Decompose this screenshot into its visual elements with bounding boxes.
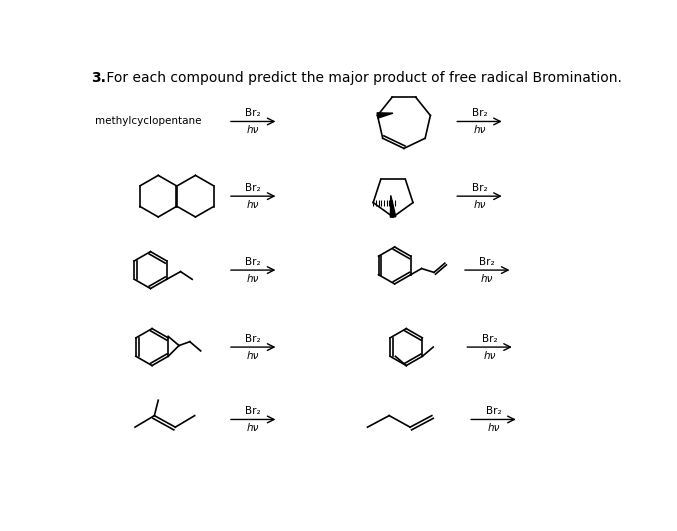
Polygon shape	[391, 195, 396, 217]
Text: methylcyclopentane: methylcyclopentane	[95, 116, 201, 126]
Text: hν: hν	[247, 200, 259, 210]
Text: hν: hν	[247, 350, 259, 361]
Text: Br₂: Br₂	[245, 108, 261, 118]
Text: hν: hν	[247, 423, 259, 433]
Text: hν: hν	[247, 273, 259, 284]
Polygon shape	[377, 113, 393, 118]
Text: hν: hν	[487, 423, 500, 433]
Text: Br₂: Br₂	[245, 183, 261, 193]
Text: Br₂: Br₂	[485, 406, 501, 416]
Text: Br₂: Br₂	[472, 183, 487, 193]
Text: hν: hν	[473, 125, 485, 135]
Text: For each compound predict the major product of free radical Bromination.: For each compound predict the major prod…	[102, 72, 621, 85]
Text: Br₂: Br₂	[245, 333, 261, 344]
Text: hν: hν	[247, 125, 259, 135]
Text: hν: hν	[481, 273, 494, 284]
Text: Br₂: Br₂	[472, 108, 487, 118]
Text: Br₂: Br₂	[245, 256, 261, 267]
Text: 3.: 3.	[91, 72, 106, 85]
Text: Br₂: Br₂	[482, 333, 498, 344]
Text: Br₂: Br₂	[479, 256, 495, 267]
Text: hν: hν	[473, 200, 485, 210]
Text: Br₂: Br₂	[245, 406, 261, 416]
Text: hν: hν	[483, 350, 496, 361]
